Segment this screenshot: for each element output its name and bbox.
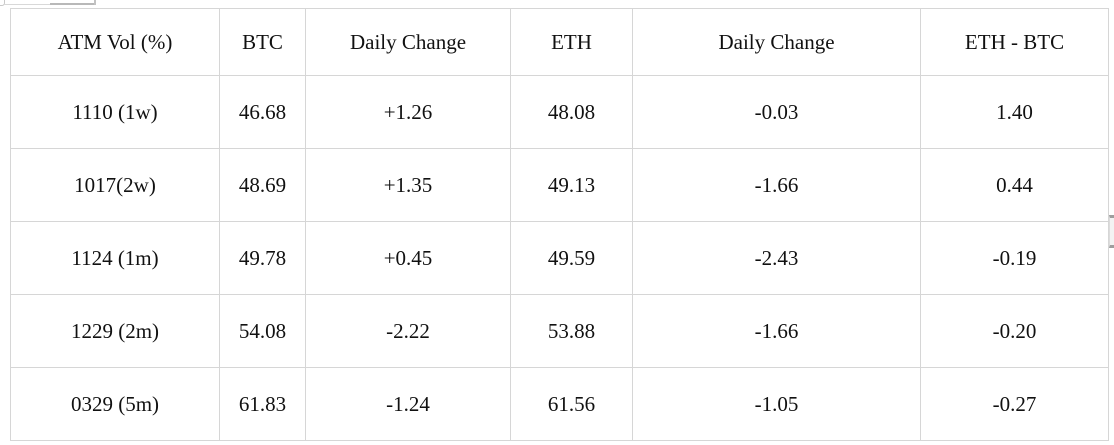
tenor-cell: 1017(2w)	[10, 148, 220, 222]
table-row-2w: 1017(2w) 48.69 +1.35 49.13 -1.66 0.44	[10, 148, 1109, 222]
btc-vol-cell: 54.08	[219, 294, 306, 368]
cutoff-ui-fragment-tick	[94, 0, 96, 5]
table-row-1m: 1124 (1m) 49.78 +0.45 49.59 -2.43 -0.19	[10, 221, 1109, 295]
col-header-eth-minus-btc: ETH - BTC	[920, 8, 1109, 76]
eth-vol-cell: 49.59	[510, 221, 633, 295]
eth-vol-cell: 49.13	[510, 148, 633, 222]
atm-vol-table: ATM Vol (%) BTC Daily Change ETH Daily C…	[10, 8, 1109, 441]
eth-change-cell: -1.66	[632, 294, 921, 368]
tenor-cell: 1110 (1w)	[10, 75, 220, 149]
spread-cell: -0.20	[920, 294, 1109, 368]
cutoff-ui-fragment-line	[3, 4, 96, 5]
btc-vol-cell: 48.69	[219, 148, 306, 222]
spread-cell: -0.19	[920, 221, 1109, 295]
btc-change-cell: -2.22	[305, 294, 511, 368]
eth-vol-cell: 61.56	[510, 367, 633, 441]
vertical-scrollbar-thumb[interactable]	[1109, 215, 1114, 248]
btc-change-cell: +1.35	[305, 148, 511, 222]
col-header-eth: ETH	[510, 8, 633, 76]
btc-change-cell: +1.26	[305, 75, 511, 149]
table-row-1w: 1110 (1w) 46.68 +1.26 48.08 -0.03 1.40	[10, 75, 1109, 149]
eth-change-cell: -2.43	[632, 221, 921, 295]
cutoff-ui-fragment-line-dark	[50, 3, 96, 5]
tenor-cell: 1229 (2m)	[10, 294, 220, 368]
spread-cell: -0.27	[920, 367, 1109, 441]
btc-change-cell: -1.24	[305, 367, 511, 441]
btc-vol-cell: 49.78	[219, 221, 306, 295]
btc-change-cell: +0.45	[305, 221, 511, 295]
col-header-btc: BTC	[219, 8, 306, 76]
header-row: ATM Vol (%) BTC Daily Change ETH Daily C…	[10, 8, 1109, 76]
spread-cell: 1.40	[920, 75, 1109, 149]
eth-change-cell: -1.66	[632, 148, 921, 222]
table-row-2m: 1229 (2m) 54.08 -2.22 53.88 -1.66 -0.20	[10, 294, 1109, 368]
eth-change-cell: -1.05	[632, 367, 921, 441]
btc-vol-cell: 61.83	[219, 367, 306, 441]
btc-vol-cell: 46.68	[219, 75, 306, 149]
col-header-eth-daily-change: Daily Change	[632, 8, 921, 76]
cutoff-ui-fragment-corner	[0, 0, 5, 6]
col-header-atm-vol: ATM Vol (%)	[10, 8, 220, 76]
eth-vol-cell: 48.08	[510, 75, 633, 149]
spread-cell: 0.44	[920, 148, 1109, 222]
tenor-cell: 1124 (1m)	[10, 221, 220, 295]
tenor-cell: 0329 (5m)	[10, 367, 220, 441]
eth-vol-cell: 53.88	[510, 294, 633, 368]
table-row-5m: 0329 (5m) 61.83 -1.24 61.56 -1.05 -0.27	[10, 367, 1109, 441]
eth-change-cell: -0.03	[632, 75, 921, 149]
col-header-btc-daily-change: Daily Change	[305, 8, 511, 76]
